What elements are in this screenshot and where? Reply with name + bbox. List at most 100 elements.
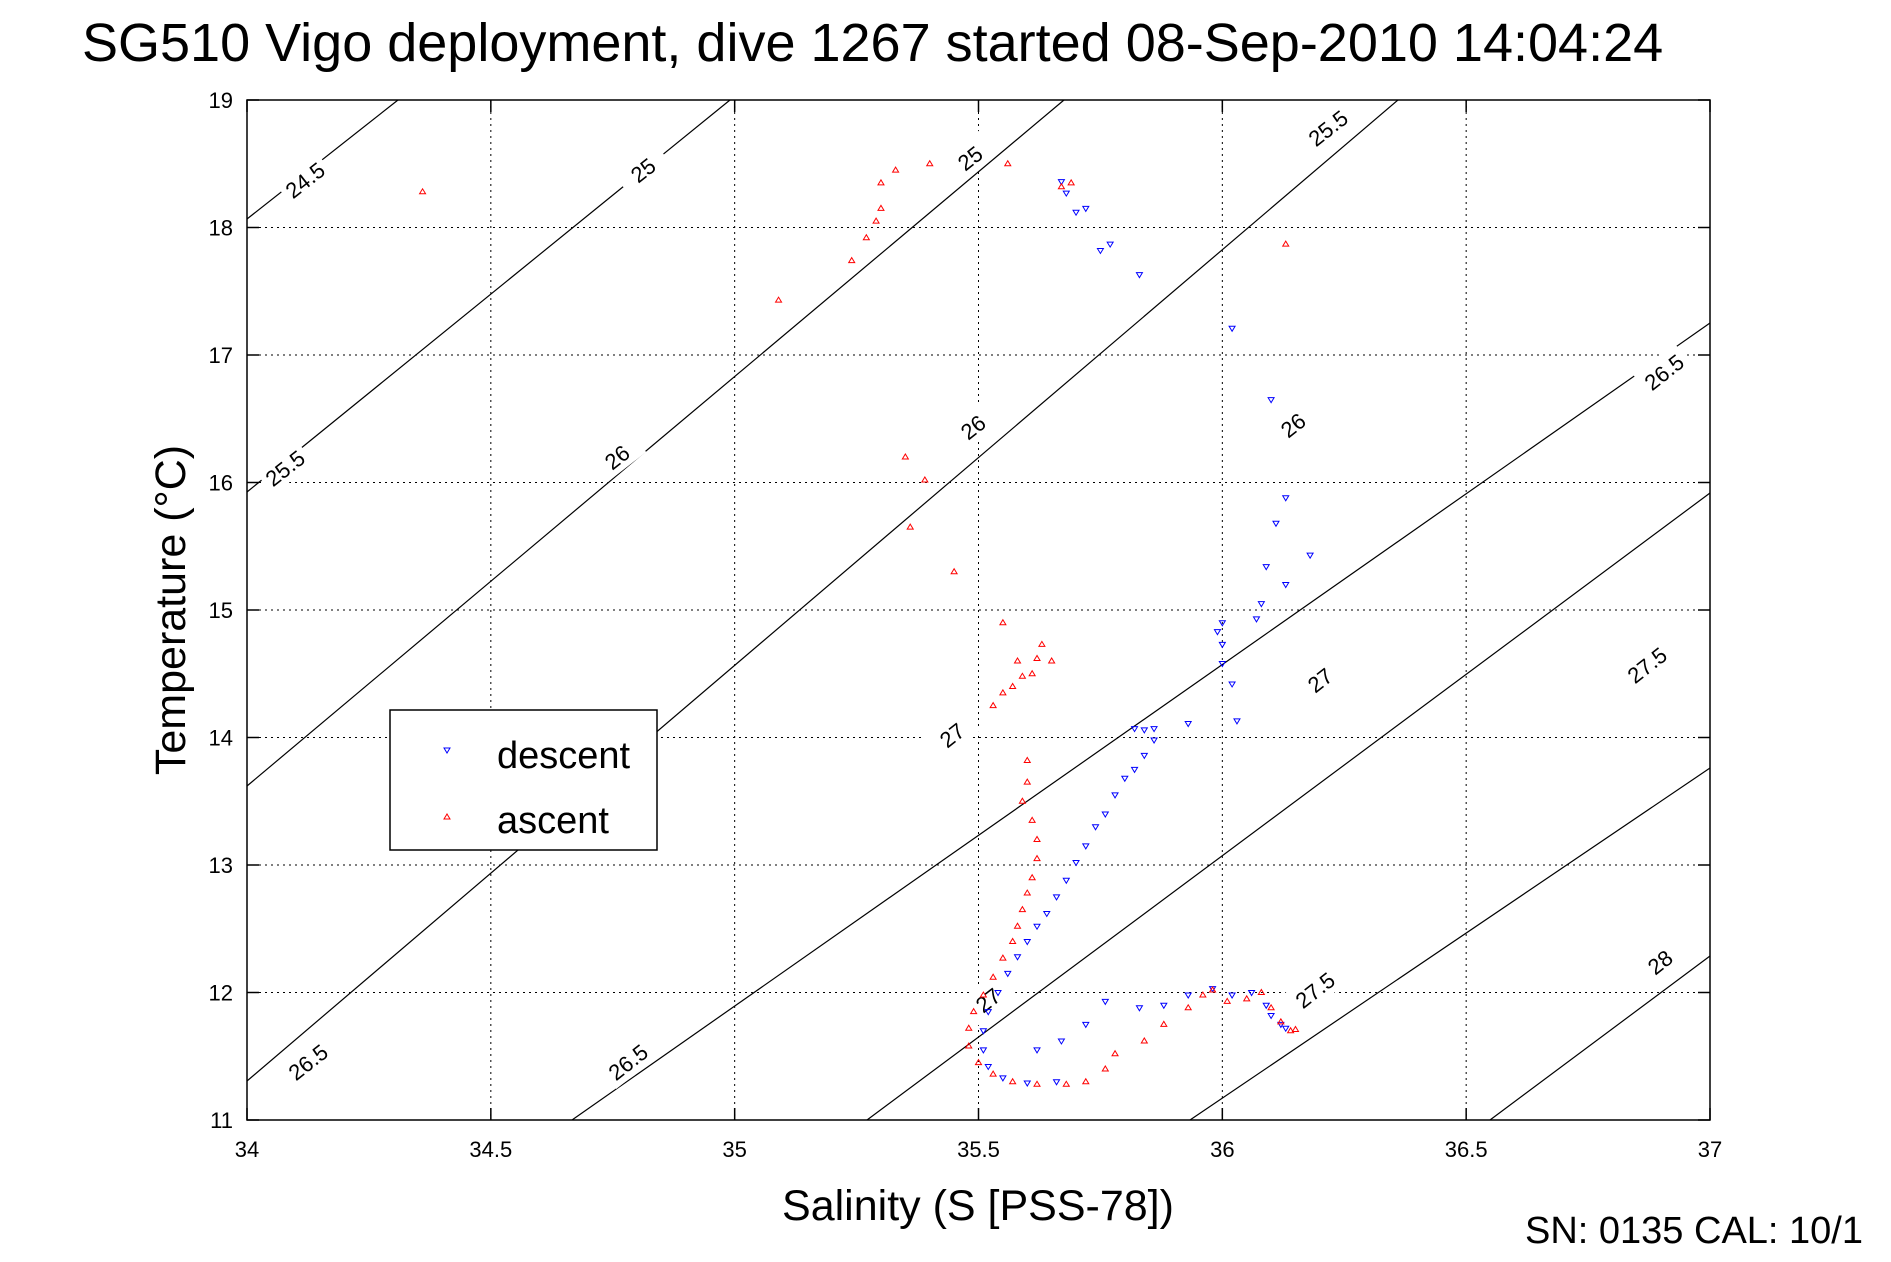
ascent-point — [862, 233, 871, 241]
legend-ascent-marker — [443, 813, 451, 820]
x-tick-label: 35.5 — [957, 1137, 1000, 1162]
ascent-point — [964, 1042, 973, 1049]
isopycnal-label-bg — [939, 129, 1000, 186]
ascent-point — [1281, 240, 1290, 247]
isopycnal-label-bg — [1616, 636, 1677, 693]
descent-point — [1213, 629, 1222, 636]
isopycnal-line — [866, 492, 1711, 1121]
y-tick-label: 15 — [209, 598, 233, 623]
descent-point — [1052, 1079, 1061, 1086]
y-axis-label: Temperature (°C) — [147, 445, 195, 775]
descent-point — [1062, 877, 1071, 885]
ascent-point — [1067, 178, 1076, 186]
descent-point — [1130, 766, 1139, 774]
descent-point — [1081, 843, 1090, 850]
ascent-point — [1023, 756, 1032, 763]
ascent-point — [1198, 991, 1207, 998]
ascent-point — [1028, 816, 1037, 823]
descent-point — [1159, 1002, 1168, 1010]
legend-box — [389, 709, 658, 851]
calibration-footer: SN: 0135 CAL: 10/1 — [1525, 1210, 1863, 1252]
x-tick-label: 36.5 — [1445, 1137, 1488, 1162]
ascent-point — [964, 1024, 973, 1031]
ascent-point — [1008, 1077, 1017, 1085]
descent-point — [1262, 1002, 1271, 1010]
isopycnal-label-bg — [274, 151, 335, 208]
descent-point — [1262, 564, 1271, 571]
ascent-point — [1223, 997, 1232, 1004]
ascent-point — [1038, 640, 1046, 647]
descent-point — [1150, 726, 1158, 733]
descent-point — [1072, 209, 1080, 217]
ascent-point — [989, 1070, 998, 1077]
descent-point — [1150, 737, 1158, 745]
descent-point — [1072, 859, 1080, 867]
ascent-point — [989, 973, 998, 980]
ascent-point — [969, 1007, 978, 1015]
ascent-point — [906, 523, 915, 530]
ascent-point — [1018, 905, 1027, 913]
descent-point — [1106, 241, 1115, 249]
descent-point — [1057, 1038, 1066, 1045]
ascent-point — [1033, 1080, 1041, 1087]
x-tick-label: 35 — [722, 1137, 746, 1162]
x-tick-label: 34.5 — [469, 1137, 512, 1162]
y-tick-label: 14 — [209, 726, 233, 751]
grid — [247, 100, 1710, 1120]
ascent-point — [1257, 988, 1266, 995]
descent-point — [1057, 179, 1066, 186]
descent-point — [1276, 1021, 1285, 1029]
descent-point — [1140, 727, 1149, 734]
ascent-point — [877, 204, 885, 211]
descent-point — [1281, 582, 1290, 589]
ascent-point — [1033, 854, 1041, 862]
ascent-point — [950, 567, 959, 575]
data-points — [418, 159, 1314, 1088]
y-tick-label: 13 — [209, 853, 233, 878]
isopycnal-line — [246, 99, 1399, 1082]
descent-point — [1130, 726, 1139, 733]
ascent-point — [1047, 657, 1056, 664]
descent-point — [1218, 620, 1227, 627]
descent-point — [1033, 923, 1041, 931]
descent-point — [1267, 1012, 1275, 1020]
isopycnal-label-bg — [254, 439, 315, 496]
ascent-point — [877, 178, 885, 186]
descent-point — [1023, 939, 1032, 946]
ascent-point — [989, 701, 998, 709]
descent-point — [1135, 1005, 1144, 1012]
ascent-point — [1013, 922, 1022, 929]
ascent-point — [925, 159, 934, 167]
ascent-point — [979, 991, 988, 998]
ascent-point — [418, 187, 427, 195]
descent-point — [1257, 601, 1266, 608]
y-tick-label: 12 — [209, 981, 233, 1006]
isopycnal-line — [1489, 955, 1711, 1121]
axis-ticks — [246, 99, 1711, 1121]
descent-point — [1023, 1080, 1032, 1088]
ascent-point — [999, 618, 1007, 626]
ascent-point — [1028, 873, 1037, 881]
descent-point — [1184, 720, 1193, 728]
descent-point — [1135, 272, 1144, 279]
y-tick-label: 11 — [210, 1108, 233, 1133]
legend: descent ascent — [389, 709, 658, 851]
descent-point — [1306, 552, 1314, 560]
descent-point — [1042, 910, 1051, 918]
chart-title: SG510 Vigo deployment, dive 1267 started… — [82, 13, 1664, 73]
descent-point — [1111, 792, 1119, 799]
tick-labels: 34 34.5 35 35.5 36 36.5 37 11 12 13 14 15 16 17 18 19 — [209, 88, 1723, 1162]
descent-point — [1267, 397, 1275, 404]
x-tick-label: 37 — [1698, 1137, 1722, 1162]
descent-point — [1096, 247, 1105, 255]
isopycnal-label-bg — [597, 1033, 658, 1090]
isopycnal-label-bg — [612, 141, 673, 198]
ascent-point — [1003, 159, 1012, 167]
descent-point — [1091, 824, 1100, 831]
descent-point — [1081, 205, 1090, 213]
descent-point — [984, 1009, 993, 1016]
descent-point — [1252, 616, 1261, 623]
isopycnal-label-bg — [277, 1033, 338, 1090]
isopycnal-line — [571, 322, 1711, 1121]
